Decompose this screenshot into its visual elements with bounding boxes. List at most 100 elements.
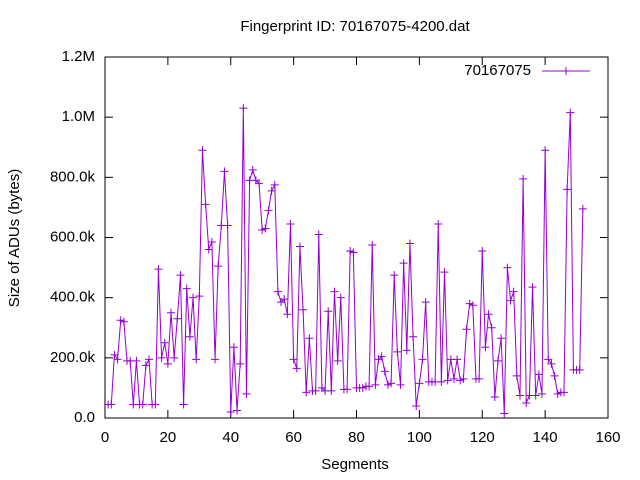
data-point <box>349 248 358 257</box>
data-point <box>167 308 176 317</box>
data-point <box>443 376 452 385</box>
data-point <box>578 204 587 213</box>
data-point <box>327 386 336 395</box>
data-point <box>405 239 414 248</box>
data-point <box>160 338 169 347</box>
x-tick-label: 100 <box>407 429 432 446</box>
data-point <box>138 400 147 409</box>
legend-marker <box>562 67 570 75</box>
data-point <box>566 108 575 117</box>
data-point <box>547 359 556 368</box>
data-point <box>151 400 160 409</box>
data-point <box>223 221 232 230</box>
data-point <box>220 167 229 176</box>
data-point <box>173 314 182 323</box>
data-point <box>544 355 553 364</box>
data-point <box>531 391 540 400</box>
data-point <box>484 310 493 319</box>
data-point <box>415 379 424 388</box>
data-point <box>387 379 396 388</box>
data-point <box>459 374 468 383</box>
data-point <box>563 185 572 194</box>
data-point <box>236 359 245 368</box>
data-point <box>509 287 518 296</box>
data-point <box>487 323 496 332</box>
data-point <box>273 287 282 296</box>
data-point <box>528 283 537 292</box>
data-point <box>311 386 320 395</box>
data-point <box>163 359 172 368</box>
data-point <box>475 374 484 383</box>
data-point <box>453 355 462 364</box>
data-point <box>449 374 458 383</box>
data-point <box>289 355 298 364</box>
data-point <box>248 165 257 174</box>
data-point <box>179 400 188 409</box>
data-point <box>229 343 238 352</box>
data-point <box>393 347 402 356</box>
x-tick-label: 40 <box>222 429 239 446</box>
data-point <box>176 271 185 280</box>
data-point <box>534 370 543 379</box>
data-point <box>198 146 207 155</box>
data-point <box>336 293 345 302</box>
data-point <box>493 356 502 365</box>
y-tick-label: 800.0k <box>50 168 96 185</box>
data-point <box>490 392 499 401</box>
data-point <box>380 367 389 376</box>
data-point <box>506 296 515 305</box>
data-point <box>402 346 411 355</box>
data-point <box>409 332 418 341</box>
data-point <box>314 230 323 239</box>
data-point <box>537 389 546 398</box>
data-point <box>519 174 528 183</box>
data-point <box>170 353 179 362</box>
y-tick-label: 600.0k <box>50 228 96 245</box>
data-point <box>141 361 150 370</box>
data-point <box>226 407 235 416</box>
data-point <box>330 287 339 296</box>
x-tick-label: 140 <box>533 429 558 446</box>
data-point <box>365 382 374 391</box>
data-point <box>559 388 568 397</box>
x-tick-label: 160 <box>595 429 620 446</box>
data-point <box>434 219 443 228</box>
data-point <box>113 355 122 364</box>
data-point <box>305 334 314 343</box>
data-point <box>421 298 430 307</box>
y-tick-label: 0.0 <box>74 409 95 426</box>
data-point <box>503 263 512 272</box>
x-tick-label: 120 <box>470 429 495 446</box>
data-point <box>575 365 584 374</box>
data-point <box>185 332 194 341</box>
data-point <box>333 356 342 365</box>
data-point <box>211 355 220 364</box>
data-point <box>192 355 201 364</box>
data-point <box>512 371 521 380</box>
x-tick-label: 60 <box>285 429 302 446</box>
data-point <box>255 179 264 188</box>
chart-title: Fingerprint ID: 70167075-4200.dat <box>240 18 470 35</box>
data-point <box>541 146 550 155</box>
data-point <box>550 371 559 380</box>
data-point <box>267 186 276 195</box>
data-point <box>110 350 119 359</box>
data-point <box>481 343 490 352</box>
data-point <box>295 242 304 251</box>
y-tick-label: 1.2M <box>62 48 95 65</box>
data-point <box>396 380 405 389</box>
data-point <box>343 385 352 394</box>
data-point <box>189 293 198 302</box>
data-point <box>261 224 270 233</box>
x-axis-label: Segments <box>321 456 389 473</box>
data-point <box>515 391 524 400</box>
data-point <box>233 406 242 415</box>
data-point <box>242 389 251 398</box>
data-point <box>399 259 408 268</box>
y-tick-label: 400.0k <box>50 289 96 306</box>
data-point <box>214 262 223 271</box>
data-point <box>371 380 380 389</box>
data-point <box>204 245 213 254</box>
